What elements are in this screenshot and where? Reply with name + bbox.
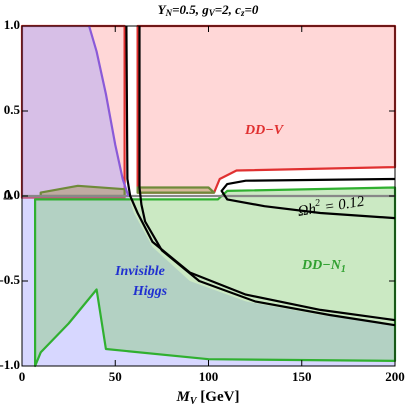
annotation-part: 1 [341,264,346,275]
contour-line [138,26,396,327]
region [136,186,216,194]
x-tick-label: 200 [385,369,405,384]
chart-title: YN=0.5, gV=2, cz=0 [158,2,259,18]
y-tick-label: -1.0 [0,357,20,372]
region [136,24,397,194]
y-tick-label: 0.5 [4,102,21,117]
title-part: =0 [244,2,258,17]
annotation-part: 2 [314,198,321,210]
annotation: DD−N1 [301,258,346,275]
region [33,186,397,368]
annotation: Ωh2 = 0.12 [296,191,366,221]
x-tick-label: 0 [19,369,26,384]
title-part: V [209,8,216,18]
annotation-part: Ωh [297,202,318,221]
x-axis-label: MV [GeV] [176,389,240,407]
y-tick-label: 1.0 [4,17,20,32]
y-tick-label: -0.5 [0,272,20,287]
x-label-part: M [176,389,191,405]
title-part: N [165,8,173,18]
y-axis-label: Δ [3,187,13,203]
contour-line [88,25,130,197]
contour-line [125,25,396,322]
region [22,26,395,366]
x-label-part: [GeV] [197,389,240,405]
x-tick-label: 150 [292,369,312,384]
annotation-part: DD−N [301,258,342,273]
y-tick-label: 0.0 [4,187,20,202]
contour-line [220,177,396,220]
annotation: Invisible [114,264,165,279]
x-tick-label: 50 [109,369,122,384]
annotation: Higgs [132,284,168,299]
title-part: z [240,8,245,18]
x-tick-label: 100 [199,369,219,384]
x-label-part: V [190,396,198,407]
title-part: =0.5, g [172,2,209,17]
title-part: =2, c [215,2,241,17]
annotation-part: DD−V [244,123,285,138]
annotation-part: = 0.12 [320,194,366,217]
title-part: Y [158,2,167,17]
annotation: DD−V [244,123,285,138]
